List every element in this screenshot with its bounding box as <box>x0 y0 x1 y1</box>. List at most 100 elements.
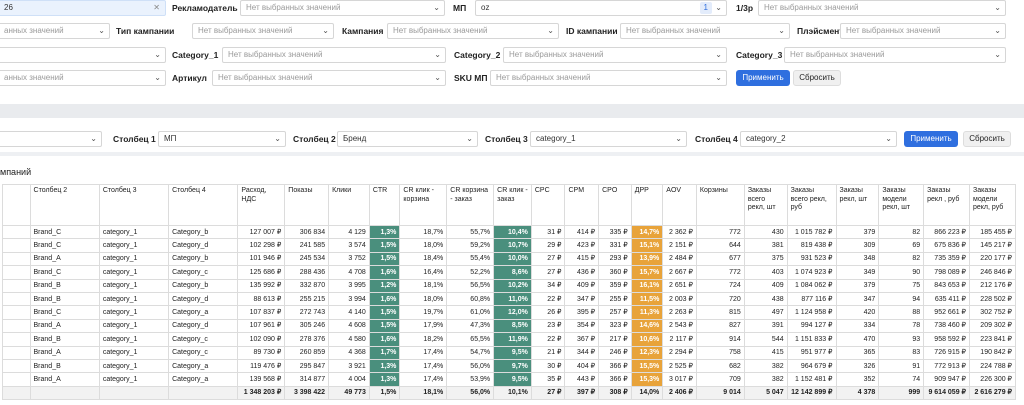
table-cell: 815 <box>695 305 745 320</box>
table-cell: 414 ₽ <box>564 224 600 240</box>
table-cell: 682 <box>695 358 745 374</box>
table-header-cell[interactable]: Заказы модели рекл, шт <box>878 184 925 226</box>
table-row: Brand_A category_1 Category_d 107 961 ₽305 … <box>2 318 1016 334</box>
column2-select[interactable]: Бренд ⌄ <box>337 131 478 147</box>
table-cell: 497 <box>743 305 788 320</box>
table-cell: 119 476 ₽ <box>237 358 286 374</box>
table-cell: 255 ₽ <box>598 291 632 307</box>
table-header-cell[interactable]: CR корзина - заказ <box>446 184 495 226</box>
reset-columns-button[interactable]: Сбросить <box>963 131 1011 147</box>
category1-select[interactable]: Нет выбранных значений ⌄ <box>222 47 446 63</box>
category2-select[interactable]: Нет выбранных значений ⌄ <box>503 47 727 63</box>
table-cell: 347 ₽ <box>564 291 600 307</box>
table-cell: 53,9% <box>446 372 495 387</box>
reset-filters-button[interactable]: Сбросить <box>793 70 841 86</box>
table-cell: 367 ₽ <box>564 332 600 347</box>
table-cell <box>2 358 31 374</box>
sku-select[interactable]: Нет выбранных значений ⌄ <box>490 70 727 86</box>
chevron-down-icon: ⌄ <box>885 134 892 143</box>
table-header-cell[interactable]: CTR <box>368 184 401 226</box>
table-header-cell[interactable]: Показы <box>284 184 330 226</box>
table-cell: 3 017 ₽ <box>662 372 697 387</box>
table-cell: Category_a <box>168 372 239 387</box>
table-header-cell[interactable]: Заказы рекл , руб <box>923 184 970 226</box>
table-header-cell[interactable]: Заказы рекл, шт <box>835 184 880 226</box>
table-cell: Brand_C <box>29 238 100 253</box>
table-header-cell[interactable]: ДРР <box>630 184 664 226</box>
table-header-cell[interactable]: Столбец 3 <box>98 184 170 226</box>
table-header-cell[interactable]: Клики <box>328 184 370 226</box>
partial-column-select[interactable]: ⌄ <box>0 131 102 147</box>
table-cell: 415 ₽ <box>564 251 600 267</box>
table-header-cell[interactable]: CR клик - корзина <box>399 184 448 226</box>
table-cell: 3 995 <box>328 278 370 293</box>
table-cell: 18,1% <box>399 278 448 293</box>
table-cell: 724 <box>695 278 745 293</box>
partial-filter-select[interactable]: анных значений ⌄ <box>0 23 110 39</box>
campaign-table: Столбец 2 Столбец 3 Столбец 4 Расход, НДС По… <box>2 184 1016 401</box>
chevron-down-icon: ⌄ <box>274 134 281 143</box>
mp-select[interactable]: oz 1 ⌄ <box>475 0 727 16</box>
table-header-cell[interactable]: CR клик - заказ <box>493 184 532 226</box>
clear-icon[interactable]: ✕ <box>153 3 160 12</box>
table-header-cell[interactable]: Заказы всего рекл, руб <box>786 184 837 226</box>
table-cell: 56,0% <box>446 385 495 401</box>
table-cell: Brand_A <box>29 251 100 267</box>
column4-select[interactable]: category_2 ⌄ <box>740 131 897 147</box>
table-cell: 4 580 <box>328 332 370 347</box>
table-cell: 15,3% <box>630 372 664 387</box>
table-header-cell[interactable]: Столбец 4 <box>168 184 239 226</box>
table-cell: Category_b <box>168 251 239 267</box>
table-cell: 14,6% <box>630 318 664 334</box>
table-cell: 15,7% <box>630 265 664 280</box>
table-cell: 720 <box>695 291 745 307</box>
chevron-down-icon: ⌄ <box>434 73 441 82</box>
table-header-cell[interactable]: Расход, НДС <box>237 184 286 226</box>
column1-select[interactable]: МП ⌄ <box>158 131 286 147</box>
table-cell: 82 <box>878 251 925 267</box>
table-cell: 798 089 ₽ <box>923 265 970 280</box>
table-header-cell[interactable]: CPO <box>598 184 632 226</box>
table-cell: 772 <box>695 265 745 280</box>
table-cell: 89 730 ₽ <box>237 345 286 360</box>
table-cell: 964 679 ₽ <box>786 358 837 374</box>
category3-select[interactable]: Нет выбранных значений ⌄ <box>784 47 1006 63</box>
apply-columns-button[interactable]: Применить <box>904 131 958 147</box>
table-header-cell[interactable]: CPM <box>564 184 600 226</box>
advertiser-select[interactable]: Нет выбранных значений ⌄ <box>240 0 445 16</box>
table-cell: 4 140 <box>328 305 370 320</box>
table-cell: 9,7% <box>493 358 532 374</box>
table-header-cell[interactable]: Заказы модели рекл, руб <box>969 184 1016 226</box>
article-select[interactable]: Нет выбранных значений ⌄ <box>212 70 446 86</box>
table-header-cell[interactable]: AOV <box>662 184 697 226</box>
table-header-cell[interactable]: Столбец 2 <box>29 184 100 226</box>
table-cell: 1 015 782 ₽ <box>786 224 837 240</box>
table-cell: Brand_B <box>29 332 100 347</box>
table-cell: 2 294 ₽ <box>662 345 697 360</box>
placement-select[interactable]: Нет выбранных значений ⌄ <box>840 23 1006 39</box>
table-cell: 35 ₽ <box>530 372 566 387</box>
table-cell <box>98 385 170 401</box>
column3-select[interactable]: category_1 ⌄ <box>530 131 687 147</box>
partial-filter-select[interactable]: анных значений ⌄ <box>0 70 166 86</box>
table-cell: 56,5% <box>446 278 495 293</box>
table-cell: Brand_B <box>29 358 100 374</box>
table-cell: 78 <box>878 318 925 334</box>
table-cell: 246 ₽ <box>598 345 632 360</box>
table-cell: 914 <box>695 332 745 347</box>
table-cell: 309 <box>835 238 880 253</box>
chevron-down-icon: ⌄ <box>715 50 722 59</box>
table-cell: 11,3% <box>630 305 664 320</box>
onethree-select[interactable]: Нет выбранных значений ⌄ <box>758 0 1006 16</box>
campaign-select[interactable]: Нет выбранных значений ⌄ <box>387 23 559 39</box>
campaign-type-select[interactable]: Нет выбранных значений ⌄ <box>192 23 334 39</box>
campaign-id-select[interactable]: Нет выбранных значений ⌄ <box>620 23 790 39</box>
table-header-cell[interactable]: Корзины <box>695 184 745 226</box>
table-header-cell[interactable]: Заказы всего рекл, шт <box>743 184 788 226</box>
table-header-cell[interactable]: CPC <box>530 184 566 226</box>
partial-filter-select[interactable]: ⌄ <box>0 47 166 63</box>
partial-filter-field[interactable]: 26 ✕ <box>0 0 166 16</box>
column4-label: Столбец 4 <box>695 134 738 144</box>
apply-filters-button[interactable]: Применить <box>736 70 790 86</box>
table-cell: 994 127 ₽ <box>786 318 837 334</box>
